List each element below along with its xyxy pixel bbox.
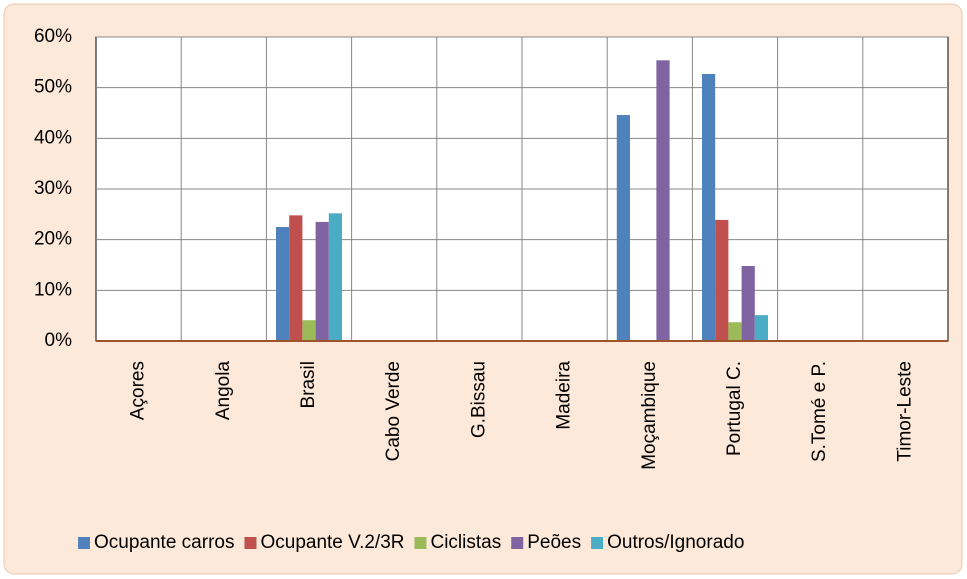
legend-label: Peões — [527, 532, 581, 553]
legend-swatch — [78, 537, 90, 549]
bar — [701, 73, 716, 341]
y-tick-label: 30% — [34, 178, 72, 199]
x-tick-label: S.Tomé e P. — [809, 361, 830, 462]
y-tick-label: 50% — [34, 77, 72, 98]
bar — [656, 60, 670, 341]
bar — [302, 320, 316, 341]
x-tick-label: Angola — [213, 361, 234, 421]
x-tick-label: Portugal C. — [724, 361, 745, 456]
bar — [275, 227, 290, 341]
legend-label: Ocupante carros — [94, 532, 234, 553]
legend-label: Ciclistas — [430, 532, 501, 553]
bar — [715, 219, 729, 341]
x-tick-label: Madeira — [554, 361, 575, 430]
x-tick-label: Moçambique — [639, 361, 660, 470]
x-tick-label: Brasil — [298, 361, 319, 409]
y-tick-label: 60% — [34, 26, 72, 47]
y-tick-label: 40% — [34, 127, 72, 148]
legend-label: Outros/Ignorado — [607, 532, 744, 553]
legend-swatch — [511, 537, 524, 549]
bar — [741, 266, 755, 341]
bar — [289, 215, 303, 341]
bar — [754, 315, 769, 341]
x-tick-label: Açores — [128, 361, 149, 420]
y-tick-label: 20% — [34, 229, 72, 250]
bar — [315, 221, 329, 341]
bar — [616, 115, 630, 341]
legend-swatch — [591, 537, 604, 549]
x-tick-label: Cabo Verde — [383, 361, 404, 461]
bar — [328, 213, 343, 341]
legend-swatch — [244, 537, 257, 549]
legend-label: Ocupante V.2/3R — [260, 532, 404, 553]
y-tick-label: 0% — [45, 330, 73, 351]
legend-swatch — [414, 537, 427, 549]
x-tick-label: Timor-Leste — [894, 361, 915, 462]
y-tick-label: 10% — [34, 279, 72, 300]
bar — [728, 322, 742, 341]
x-tick-label: G.Bissau — [468, 361, 489, 438]
